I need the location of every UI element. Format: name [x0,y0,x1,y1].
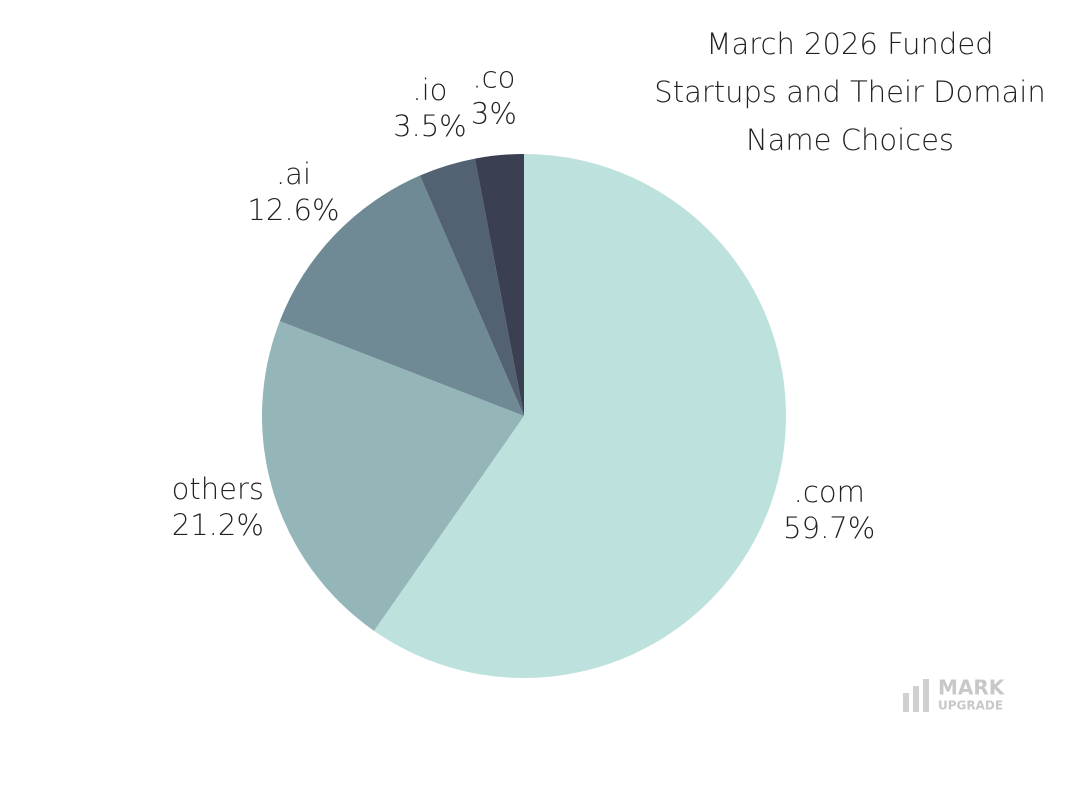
pie-slice [419,158,524,416]
watermark-text: MARK [938,676,1006,700]
logo-bar [903,693,909,712]
slice-value-label: 3% [471,96,517,130]
slice-value-label: 21.2% [172,508,264,542]
slice-value-label: 12.6% [247,193,339,227]
slice-label: .io [412,73,447,107]
logo-bar [923,679,929,712]
slice-value-label: 3.5% [393,109,467,143]
pie-slice [374,154,786,678]
slice-label: .co [472,60,515,94]
pie-slice [474,154,524,416]
chart-title: March 2026 Funded [706,27,993,61]
watermark-text: UPGRADE [938,699,1003,713]
slice-label: others [172,472,264,506]
chart-title: Name Choices [746,123,954,157]
chart-title: Startups and Their Domain [654,75,1045,109]
pie-slice [279,175,524,416]
watermark: MARK UPGRADE [903,676,1006,713]
slice-label: .com [794,475,865,509]
logo-bar [913,686,919,712]
slice-value-label: 59.7% [783,511,875,545]
slice-label: .ai [276,157,311,191]
pie-slice [262,321,524,631]
